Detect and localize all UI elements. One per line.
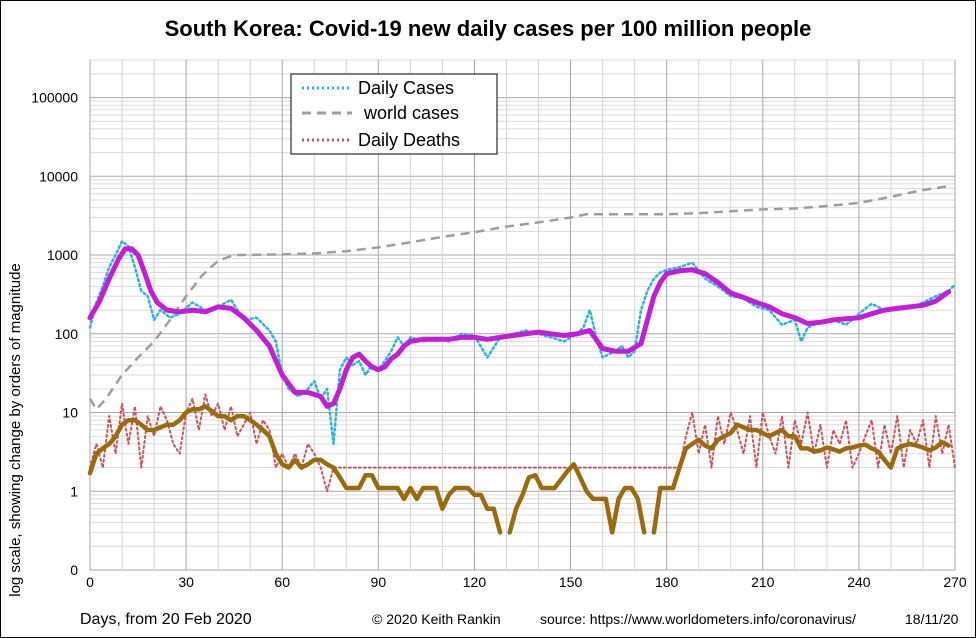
y-axis-label: log scale, showing change by orders of m… [7,263,24,597]
y-tick-label: 1 [70,483,78,499]
series-line-daily-deaths [89,393,956,493]
legend-label-daily-cases: Daily Cases [358,78,454,98]
plot-background [89,59,956,571]
legend: Daily Cases world cases Daily Deaths [290,73,498,155]
plot-area [87,59,957,571]
x-tick-label: 270 [943,574,967,590]
chart-title: South Korea: Covid-19 new daily cases pe… [165,16,812,41]
legend-label-daily-deaths: Daily Deaths [358,130,460,150]
x-tick-label: 210 [751,574,775,590]
x-tick-label: 90 [371,574,387,590]
x-tick-label: 180 [655,574,679,590]
series-line-deaths-smoothed-seg1 [87,404,503,535]
x-tick-label: 150 [559,574,583,590]
y-tick-label: 10000 [39,168,78,184]
y-tick-label: 0 [70,562,78,578]
date-text: 18/11/20 [905,611,959,627]
x-axis-label: Days, from 20 Feb 2020 [80,611,252,628]
legend-label-world-cases: world cases [363,103,459,123]
series-line-deaths-smoothed-seg3 [651,422,951,535]
y-axis-ticks: 0 1 10 100 1000 10000 100000 [31,90,78,578]
y-tick-label: 10 [62,405,78,421]
x-axis-ticks: 0 30 60 90 120 150 180 210 240 270 [86,574,967,590]
source-text: source: https://www.worldometers.info/co… [540,611,856,627]
x-tick-label: 60 [274,574,290,590]
y-tick-label: 1000 [47,247,78,263]
series-line-deaths-smoothed-seg2 [507,462,647,535]
series-line-cases-smoothed [87,246,952,409]
copyright-text: © 2020 Keith Rankin [372,611,501,627]
y-tick-label: 100000 [31,90,78,106]
x-tick-label: 240 [847,574,871,590]
x-tick-label: 0 [86,574,94,590]
series-layer [87,184,957,535]
y-tick-label: 100 [55,326,79,342]
x-tick-label: 120 [463,574,487,590]
x-tick-label: 30 [178,574,194,590]
